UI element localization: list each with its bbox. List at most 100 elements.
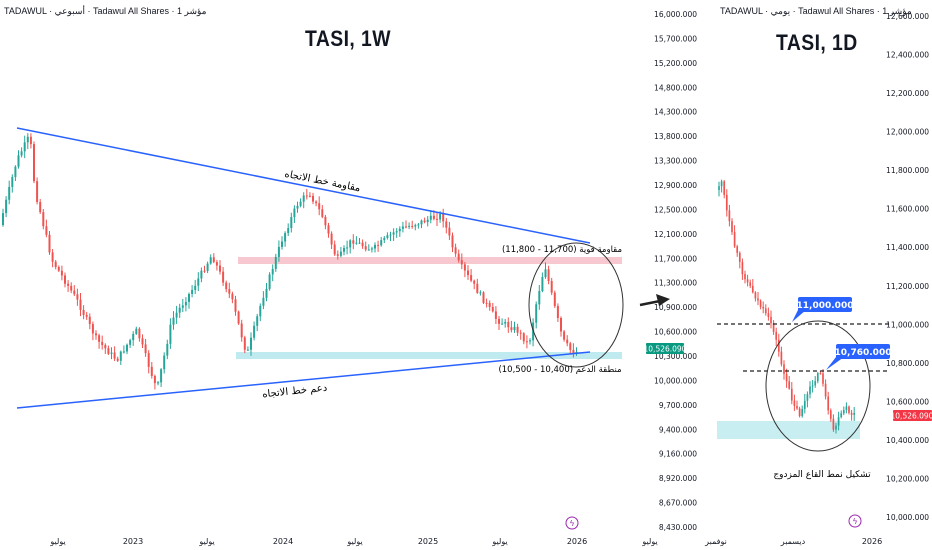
candle-body (346, 247, 349, 249)
weekly-y-label: 8,920.000 (659, 474, 697, 483)
weekly-y-label: 9,700.000 (659, 401, 697, 410)
daily-y-label: 10,400.000 (886, 436, 929, 445)
candle-body (411, 225, 414, 227)
candle-body (129, 340, 132, 345)
candle-body (829, 410, 832, 419)
candle-body (491, 306, 494, 312)
candle-body (14, 166, 17, 178)
candle-body (290, 217, 293, 229)
weekly-y-label: 11,300.000 (654, 279, 697, 288)
weekly-x-label: يوليو (49, 537, 65, 546)
candle-body (770, 317, 772, 324)
panel-arrow-shaft (639, 299, 661, 307)
weekly-y-label: 9,400.000 (659, 425, 697, 434)
weekly-event-icon[interactable] (565, 516, 579, 530)
weekly-y-axis[interactable]: 16,000.000 15,700.000 15,200.000 14,800.000… (654, 10, 697, 532)
candle-body (209, 257, 212, 264)
candle-body (48, 234, 51, 253)
candle-body (215, 262, 218, 266)
daily-event-glyph: ϟ (852, 517, 857, 526)
weekly-resistance-trendline[interactable] (16, 127, 591, 244)
candle-body (429, 215, 432, 220)
candle-body (281, 241, 283, 247)
candle-body (101, 341, 104, 346)
candle-body (824, 383, 827, 397)
candle-body (454, 247, 457, 254)
candle-body (485, 302, 488, 304)
candle-body (175, 312, 178, 318)
weekly-y-label: 10,900.000 (654, 303, 697, 312)
candle-body (91, 324, 94, 334)
weekly-support-trendline[interactable] (16, 351, 591, 409)
candle-body (457, 253, 460, 261)
candle-body (426, 219, 429, 223)
weekly-y-label: 8,430.000 (659, 523, 697, 532)
candle-body (479, 292, 482, 294)
candle-body (842, 410, 845, 414)
candle-body (98, 335, 101, 342)
candle-body (333, 244, 336, 255)
candle-body (222, 271, 225, 283)
candle-body (126, 344, 128, 352)
candle-body (401, 226, 404, 229)
candle-body (754, 292, 757, 299)
candle-body (380, 240, 383, 246)
candle-body (783, 364, 785, 374)
candle-body (473, 280, 476, 284)
candle-body (147, 353, 150, 367)
candle-body (553, 292, 556, 307)
candle-body (507, 321, 510, 328)
candle-body (519, 332, 522, 334)
daily-event-icon[interactable] (848, 514, 862, 528)
candle-body (741, 261, 744, 275)
candle-body (832, 418, 835, 430)
candle-body (510, 327, 513, 331)
weekly-y-label: 10,300.000 (654, 352, 697, 361)
daily-y-label: 10,600.000 (886, 397, 929, 406)
weekly-y-label: 10,000.000 (654, 376, 697, 385)
candle-body (85, 314, 88, 317)
candle-body (206, 263, 209, 271)
candle-body (141, 338, 144, 345)
candle-body (460, 260, 463, 265)
candle-body (268, 274, 271, 289)
candle-body (299, 201, 302, 206)
daily-y-axis[interactable]: 12,600.000 12,400.000 12,200.000 12,000.000… (886, 12, 929, 522)
daily-y-label: 12,000.000 (886, 128, 929, 137)
candle-body (790, 388, 793, 401)
candle-body (250, 337, 252, 350)
candle-body (54, 261, 57, 267)
candle-body (197, 278, 200, 286)
candle-body (228, 289, 231, 294)
candle-body (476, 283, 479, 293)
candle-body (819, 373, 822, 375)
candle-body (516, 326, 519, 333)
candle-body (352, 240, 355, 244)
daily-y-label: 11,200.000 (886, 282, 929, 291)
candle-body (169, 324, 172, 344)
candle-body (132, 333, 135, 341)
candle-body (253, 325, 256, 338)
candle-body (51, 252, 54, 262)
candle-body (327, 225, 330, 234)
candle-body (262, 297, 265, 306)
candle-body (225, 282, 228, 290)
candle-body (367, 249, 370, 251)
candle-body (339, 251, 342, 256)
candle-body (386, 235, 389, 238)
candle-body (163, 355, 166, 370)
candle-body (767, 313, 770, 318)
daily-pattern-label: تشكيل نمط القاع المزدوج (773, 470, 871, 480)
candle-body (355, 242, 358, 244)
weekly-x-label: 2025 (418, 537, 438, 546)
candle-body (445, 221, 448, 228)
daily-price-badge-text: 10,526.090 (891, 412, 932, 421)
daily-y-label: 10,000.000 (886, 513, 929, 522)
candle-body (432, 215, 435, 219)
candle-body (775, 331, 778, 340)
candle-body (150, 366, 153, 377)
candle-body (738, 252, 741, 262)
candle-body (172, 317, 175, 325)
candle-body (845, 406, 848, 411)
